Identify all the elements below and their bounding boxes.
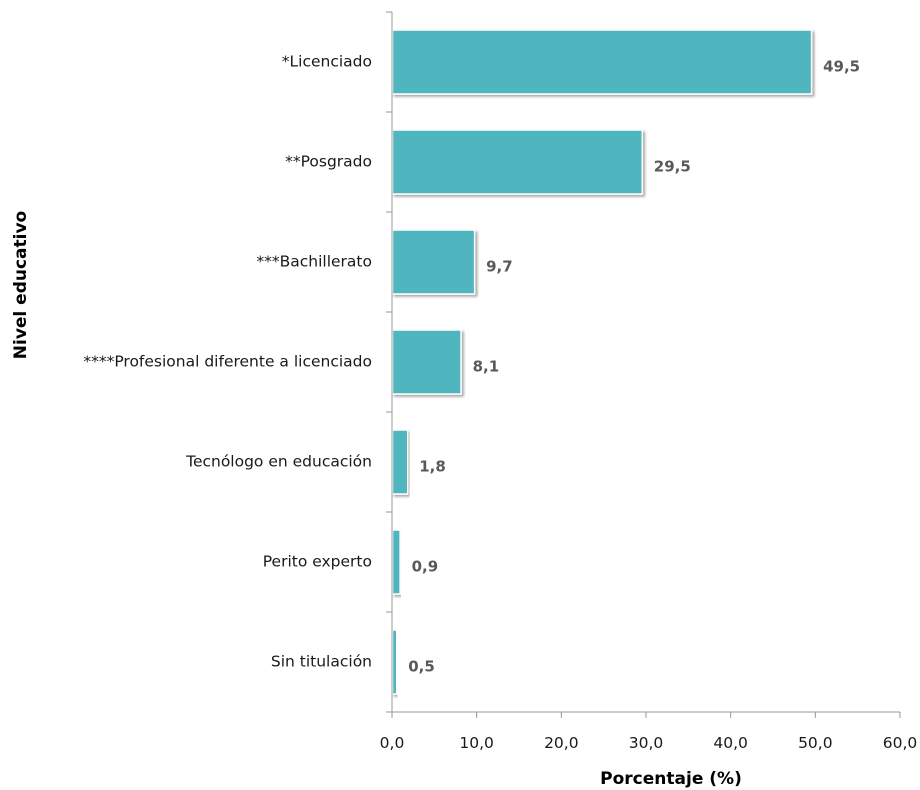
bar [391,629,398,695]
x-tick-label: 30,0 [629,734,664,752]
category-label: ***Bachillerato [256,253,372,271]
bars-group [391,29,813,695]
x-tick-label: 10,0 [459,734,494,752]
axes-group [391,12,900,713]
data-label: 49,5 [823,58,860,76]
data-label: 1,8 [419,458,446,476]
category-label: *Licenciado [282,53,372,71]
bar [391,529,401,595]
bar [391,429,409,495]
x-tick-label: 50,0 [798,734,833,752]
data-label: 0,9 [412,558,439,576]
x-tick-label: 40,0 [713,734,748,752]
bar [391,129,644,195]
category-label: Sin titulación [271,653,372,671]
x-tick-label: 20,0 [544,734,579,752]
data-label: 29,5 [654,158,691,176]
data-label: 8,1 [473,358,500,376]
data-label: 9,7 [486,258,513,276]
category-label: Perito experto [263,553,372,571]
ticks-group [386,11,901,718]
category-label: Tecnólogo en educación [185,453,372,471]
labels-group: *Licenciado 49,5 **Posgrado 29,5 ***Bachille… [83,53,917,753]
bar [391,29,813,95]
x-tick-label: 60,0 [883,734,918,752]
x-axis-title: Porcentaje (%) [600,769,742,789]
bar [391,329,462,395]
y-axis-title: Nivel educativo [11,211,31,359]
category-label: **Posgrado [285,153,372,171]
category-label: ****Profesional diferente a licenciado [83,353,372,371]
data-label: 0,5 [408,658,435,676]
x-tick-label: 0,0 [380,734,405,752]
bar [391,229,476,295]
